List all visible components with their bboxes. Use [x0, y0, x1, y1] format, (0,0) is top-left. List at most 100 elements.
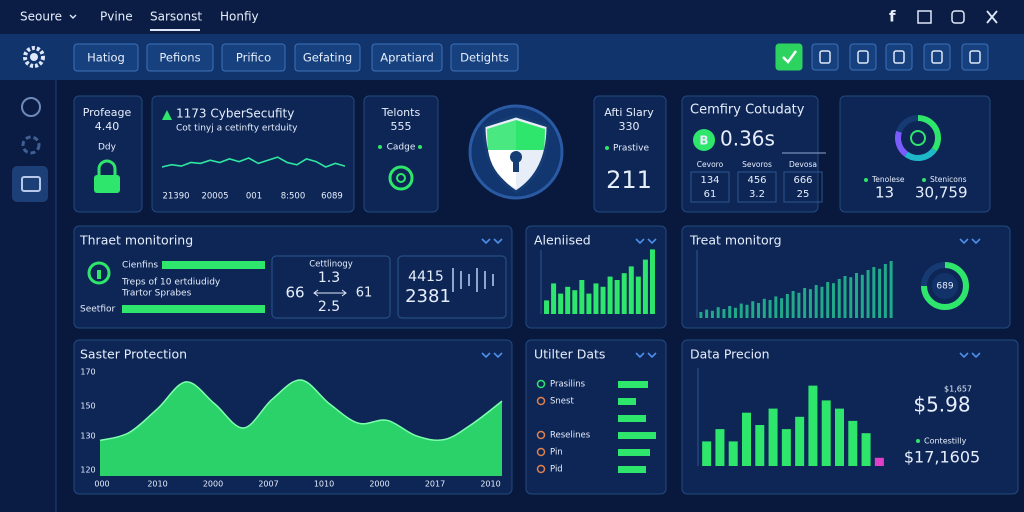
icon-close[interactable]	[986, 10, 998, 24]
panel-menu[interactable]	[635, 238, 657, 245]
panel-menu[interactable]	[635, 352, 657, 359]
x-label: 8:500	[281, 192, 306, 202]
toolbar-button[interactable]	[450, 43, 519, 72]
sidebar-icon[interactable]	[21, 97, 41, 117]
bar	[572, 290, 578, 314]
bar	[768, 408, 778, 466]
settings-icon[interactable]	[30, 53, 38, 61]
panel	[363, 95, 439, 213]
toolbar-button[interactable]	[73, 43, 139, 72]
bar	[745, 304, 749, 318]
bar	[715, 429, 725, 466]
status-ring	[388, 165, 414, 191]
nav-tab[interactable]: Pvine	[100, 10, 133, 24]
bar	[618, 398, 636, 405]
bar	[820, 286, 824, 318]
icon-button[interactable]	[961, 43, 989, 71]
table-header: Devosa	[789, 160, 817, 169]
bar	[618, 449, 650, 456]
label: 2381	[405, 286, 451, 307]
bar	[728, 306, 732, 318]
panel-title: Treat monitorg	[689, 233, 782, 248]
bar	[618, 381, 648, 388]
check-icon	[782, 50, 798, 64]
bar	[762, 298, 766, 318]
icon-facebook[interactable]: f	[889, 8, 896, 26]
button-label[interactable]: Prifico	[236, 51, 271, 65]
icon-button[interactable]	[811, 43, 839, 71]
active-underline	[150, 29, 200, 31]
dot	[922, 178, 926, 182]
panel-menu[interactable]	[481, 238, 503, 245]
ring-segment	[895, 130, 909, 157]
label: 555	[391, 120, 412, 133]
area	[100, 379, 502, 476]
bar	[755, 425, 765, 466]
bar	[607, 276, 613, 314]
x-label: 6089	[321, 192, 343, 202]
bar	[848, 420, 858, 466]
chevron	[69, 14, 77, 19]
icon-button[interactable]	[775, 43, 803, 71]
icon-key	[97, 270, 101, 279]
bar	[728, 441, 738, 466]
label: Ddy	[98, 143, 117, 153]
toolbar-button[interactable]	[371, 43, 443, 72]
label: Profeage	[83, 106, 132, 119]
toolbar-button[interactable]	[221, 43, 286, 72]
table-cell-text: 134	[700, 175, 719, 186]
icon-menu[interactable]	[917, 10, 932, 24]
label: Cot tinyj a cetinfty ertduity	[176, 124, 298, 134]
top-bar	[0, 0, 1024, 34]
button-label[interactable]: Gefating	[303, 51, 352, 65]
icon-button[interactable]	[849, 43, 877, 71]
bar	[837, 279, 841, 318]
bar	[855, 273, 859, 318]
label: Cadge	[387, 143, 416, 153]
sidebar-icon[interactable]	[21, 135, 41, 155]
settings-icon[interactable]	[23, 46, 45, 68]
panel-menu[interactable]	[481, 352, 503, 359]
y-label: 150	[80, 402, 95, 411]
icon-button[interactable]	[885, 43, 913, 71]
bar	[803, 288, 807, 318]
bar	[618, 432, 656, 439]
sidebar-active[interactable]	[12, 166, 48, 202]
sidebar-icon[interactable]	[21, 176, 41, 192]
row-label: Prasilins	[550, 380, 586, 390]
total: $17,1605	[904, 448, 980, 467]
bar	[618, 466, 646, 473]
panel-menu[interactable]	[959, 352, 981, 359]
icon-button[interactable]	[923, 43, 951, 71]
row-icon	[536, 464, 546, 474]
bar	[544, 300, 550, 314]
bar	[614, 280, 620, 314]
bar	[878, 268, 882, 318]
toolbar-button[interactable]	[146, 43, 214, 72]
bar	[797, 292, 801, 318]
toolbar-button[interactable]	[294, 43, 361, 72]
button-label[interactable]: Detights	[460, 51, 509, 65]
nav-tab[interactable]: Sarsonst	[150, 10, 202, 24]
nav-tab[interactable]: Honfiy	[220, 10, 259, 24]
label: 1173 CyberSecufity	[176, 107, 294, 121]
bar	[781, 429, 791, 466]
bar	[872, 267, 876, 318]
big-number: $5.98	[913, 393, 970, 417]
panel-title: Utilter Dats	[534, 347, 605, 362]
x-label: 2000	[369, 480, 389, 489]
icon-glyph	[969, 50, 981, 64]
label: 1.3	[318, 270, 340, 286]
legend-label: Tenolese	[871, 175, 905, 184]
button-label[interactable]: Pefions	[159, 51, 200, 65]
button-label[interactable]: Apratiard	[380, 51, 434, 65]
label: Cettlinogy	[309, 260, 353, 270]
button-label[interactable]: Hatiog	[87, 51, 125, 65]
spark	[476, 268, 478, 292]
legend-label: Stenicons	[930, 175, 967, 184]
panel-menu[interactable]	[959, 238, 981, 245]
icon-clock[interactable]	[951, 10, 965, 24]
bar	[600, 286, 606, 314]
shield-green	[516, 120, 545, 150]
